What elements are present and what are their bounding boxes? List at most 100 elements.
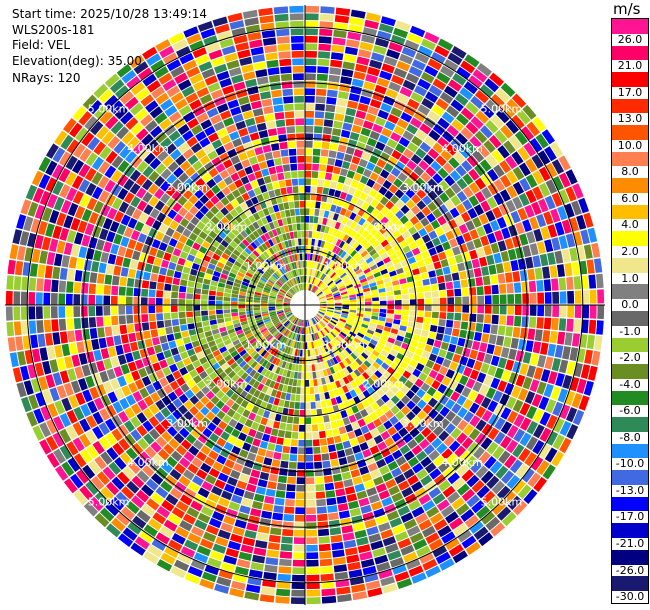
velocity-bin — [168, 340, 177, 349]
velocity-bin — [65, 155, 78, 170]
velocity-bin — [253, 305, 261, 308]
velocity-bin — [361, 229, 370, 238]
velocity-bin — [242, 239, 250, 247]
velocity-bin — [224, 248, 232, 256]
velocity-bin — [438, 180, 450, 191]
velocity-bin — [370, 501, 383, 511]
velocity-bin — [195, 178, 206, 188]
velocity-bin — [292, 424, 299, 432]
velocity-bin — [186, 293, 194, 300]
velocity-bin — [120, 363, 130, 375]
velocity-bin — [352, 522, 365, 532]
velocity-bin — [160, 98, 174, 111]
velocity-bin — [170, 149, 182, 161]
velocity-bin — [423, 154, 435, 165]
velocity-bin — [380, 102, 393, 113]
velocity-bin — [213, 174, 223, 184]
velocity-bin — [50, 293, 58, 305]
velocity-bin — [211, 328, 220, 335]
velocity-bin — [210, 205, 220, 215]
velocity-bin — [37, 264, 46, 278]
velocity-bin — [110, 183, 122, 197]
velocity-bin — [412, 334, 420, 342]
velocity-bin — [296, 276, 300, 284]
velocity-bin — [305, 394, 311, 402]
velocity-bin — [276, 324, 283, 330]
velocity-bin — [254, 146, 264, 156]
velocity-bin — [420, 272, 429, 280]
velocity-bin — [279, 290, 286, 295]
instrument-label: WLS200s-181 — [12, 23, 95, 37]
velocity-bin — [452, 477, 465, 490]
velocity-bin — [182, 373, 192, 383]
velocity-bin — [310, 193, 317, 201]
velocity-bin — [227, 231, 236, 240]
velocity-bin — [335, 380, 342, 388]
velocity-bin — [291, 239, 296, 247]
velocity-bin — [365, 12, 381, 23]
velocity-bin — [393, 125, 405, 136]
velocity-bin — [287, 313, 294, 319]
velocity-bin — [184, 211, 194, 222]
velocity-bin — [583, 380, 594, 396]
velocity-bin — [437, 525, 452, 538]
velocity-bin — [298, 178, 305, 186]
velocity-bin — [170, 298, 178, 305]
velocity-bin — [448, 544, 464, 557]
velocity-bin — [155, 486, 169, 499]
velocity-bin — [226, 59, 240, 70]
velocity-bin — [476, 314, 484, 323]
velocity-bin — [233, 353, 241, 362]
velocity-bin — [105, 264, 115, 275]
velocity-bin — [281, 318, 288, 324]
velocity-bin — [377, 366, 386, 375]
velocity-bin — [409, 310, 417, 317]
velocity-bin — [274, 341, 281, 349]
velocity-bin — [345, 146, 355, 155]
velocity-bin — [343, 54, 357, 63]
velocity-bin — [358, 158, 368, 168]
velocity-bin — [272, 97, 283, 105]
velocity-bin — [257, 255, 265, 263]
velocity-bin — [301, 334, 304, 342]
velocity-bin — [334, 306, 342, 309]
velocity-bin — [469, 249, 478, 260]
velocity-bin — [210, 216, 220, 225]
velocity-bin — [281, 81, 293, 89]
velocity-bin — [374, 370, 383, 379]
velocity-bin — [145, 120, 158, 133]
velocity-bin — [427, 178, 438, 189]
velocity-bin — [456, 178, 468, 190]
velocity-bin — [319, 308, 326, 312]
velocity-bin — [444, 187, 456, 199]
velocity-bin — [63, 215, 74, 229]
velocity-bin — [269, 135, 279, 144]
velocity-bin — [414, 487, 428, 499]
velocity-bin — [5, 290, 13, 305]
velocity-bin — [116, 224, 127, 236]
velocity-bin — [491, 284, 499, 295]
velocity-bin — [82, 271, 90, 283]
velocity-bin — [365, 580, 381, 590]
velocity-bin — [146, 139, 159, 152]
velocity-bin — [165, 373, 176, 384]
velocity-bin — [368, 236, 377, 245]
velocity-bin — [385, 200, 395, 210]
velocity-bin — [557, 331, 566, 345]
velocity-bin — [371, 392, 380, 401]
velocity-bin — [473, 360, 483, 371]
velocity-bin — [355, 255, 363, 263]
velocity-bin — [406, 400, 416, 410]
velocity-bin — [104, 94, 119, 109]
velocity-bin — [248, 224, 256, 233]
velocity-bin — [144, 263, 153, 273]
velocity-bin — [471, 500, 486, 514]
velocity-bin — [139, 451, 152, 464]
velocity-bin — [534, 267, 543, 280]
velocity-bin — [199, 356, 208, 365]
velocity-bin — [284, 209, 291, 217]
velocity-bin — [146, 80, 161, 93]
velocity-bin — [399, 154, 410, 165]
velocity-bin — [201, 289, 209, 295]
velocity-bin — [436, 499, 450, 512]
